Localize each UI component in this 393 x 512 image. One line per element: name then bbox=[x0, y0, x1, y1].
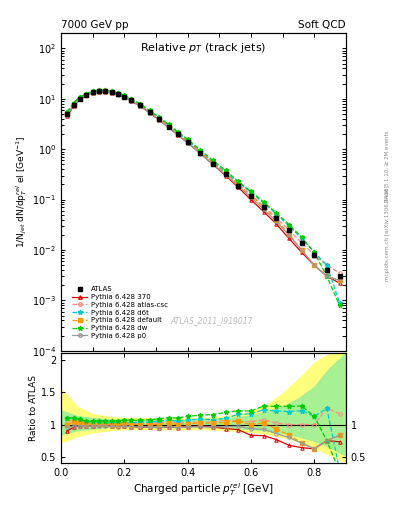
Text: Rivet 3.1.10, ≥ 2M events: Rivet 3.1.10, ≥ 2M events bbox=[385, 131, 389, 202]
Text: ATLAS_2011_I919017: ATLAS_2011_I919017 bbox=[171, 316, 253, 325]
Text: 7000 GeV pp: 7000 GeV pp bbox=[61, 19, 129, 30]
Text: mcplots.cern.ch [arXiv:1306.3436]: mcplots.cern.ch [arXiv:1306.3436] bbox=[385, 185, 389, 281]
Y-axis label: 1/N$_{jet}$ dN/dp$_T^{rel}$ el [GeV$^{-1}$]: 1/N$_{jet}$ dN/dp$_T^{rel}$ el [GeV$^{-1… bbox=[15, 136, 29, 248]
Text: Soft QCD: Soft QCD bbox=[298, 19, 346, 30]
Y-axis label: Ratio to ATLAS: Ratio to ATLAS bbox=[29, 375, 38, 441]
Text: Relative $p_T$ (track jets): Relative $p_T$ (track jets) bbox=[140, 41, 266, 55]
Legend: ATLAS, Pythia 6.428 370, Pythia 6.428 atlas-csc, Pythia 6.428 d6t, Pythia 6.428 : ATLAS, Pythia 6.428 370, Pythia 6.428 at… bbox=[70, 284, 170, 341]
X-axis label: Charged particle $p_T^{rel}$ [GeV]: Charged particle $p_T^{rel}$ [GeV] bbox=[133, 481, 274, 498]
